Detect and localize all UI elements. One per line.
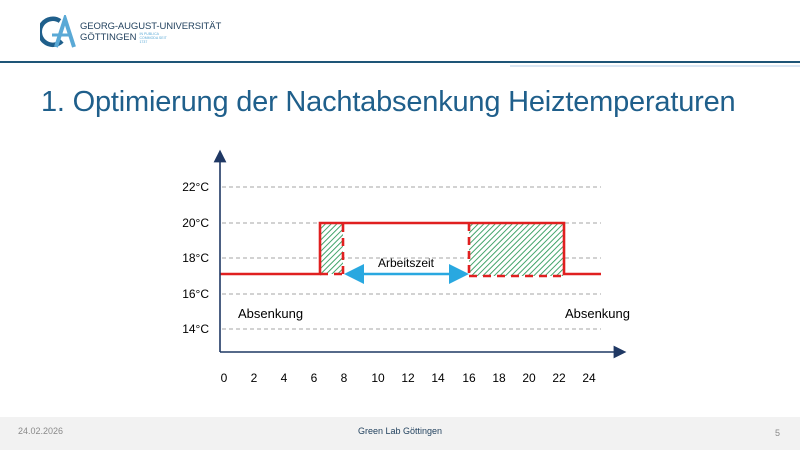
logo-university-name: GEORG-AUGUST-UNIVERSITÄT bbox=[80, 20, 222, 32]
x-tick-label: 6 bbox=[311, 371, 318, 385]
y-tick-label: 14°C bbox=[182, 322, 209, 336]
slide-title: 1. Optimierung der Nachtabsenkung Heizte… bbox=[41, 86, 736, 118]
x-tick-label: 18 bbox=[492, 371, 506, 385]
y-tick-label: 16°C bbox=[182, 287, 209, 301]
x-tick-label: 2 bbox=[251, 371, 258, 385]
optimized-heating-profile bbox=[320, 223, 564, 278]
savings-region-morning bbox=[320, 223, 343, 274]
x-tick-label: 12 bbox=[401, 371, 415, 385]
slide-footer: 24.02.2026 Green Lab Göttingen 5 bbox=[0, 417, 800, 450]
y-tick-label: 18°C bbox=[182, 251, 209, 265]
logo-city: GÖTTINGEN bbox=[80, 32, 137, 43]
x-tick-label: 0 bbox=[221, 371, 228, 385]
header-divider bbox=[0, 61, 800, 63]
y-axis-labels: 22°C 20°C 18°C 16°C 14°C bbox=[182, 180, 209, 336]
x-axis-labels: 0 2 4 6 8 10 12 14 16 18 20 22 24 bbox=[221, 371, 596, 385]
arbeitszeit-label: Arbeitszeit bbox=[378, 256, 435, 270]
x-tick-label: 10 bbox=[371, 371, 385, 385]
university-logo: GEORG-AUGUST-UNIVERSITÄT GÖTTINGEN IN PU… bbox=[40, 15, 221, 49]
x-tick-label: 14 bbox=[431, 371, 445, 385]
x-tick-label: 24 bbox=[582, 371, 596, 385]
absenkung-label-left: Absenkung bbox=[238, 306, 303, 321]
absenkung-label-right: Absenkung bbox=[565, 306, 630, 321]
x-tick-label: 4 bbox=[281, 371, 288, 385]
y-tick-label: 22°C bbox=[182, 180, 209, 194]
page-number: 5 bbox=[774, 428, 780, 438]
current-heating-profile bbox=[220, 221, 601, 276]
savings-region-evening bbox=[469, 223, 564, 276]
x-tick-label: 8 bbox=[341, 371, 348, 385]
ga-logo-icon bbox=[40, 15, 76, 48]
logo-motto: IN PUBLICA COMMODA SEIT 1737 bbox=[139, 31, 167, 44]
header-divider-accent bbox=[510, 65, 800, 67]
x-tick-label: 22 bbox=[552, 371, 566, 385]
footer-organization: Green Lab Göttingen bbox=[357, 426, 443, 436]
footer-date: 24.02.2026 bbox=[18, 426, 64, 436]
x-tick-label: 20 bbox=[522, 371, 536, 385]
x-tick-label: 16 bbox=[462, 371, 476, 385]
y-tick-label: 20°C bbox=[182, 216, 209, 230]
